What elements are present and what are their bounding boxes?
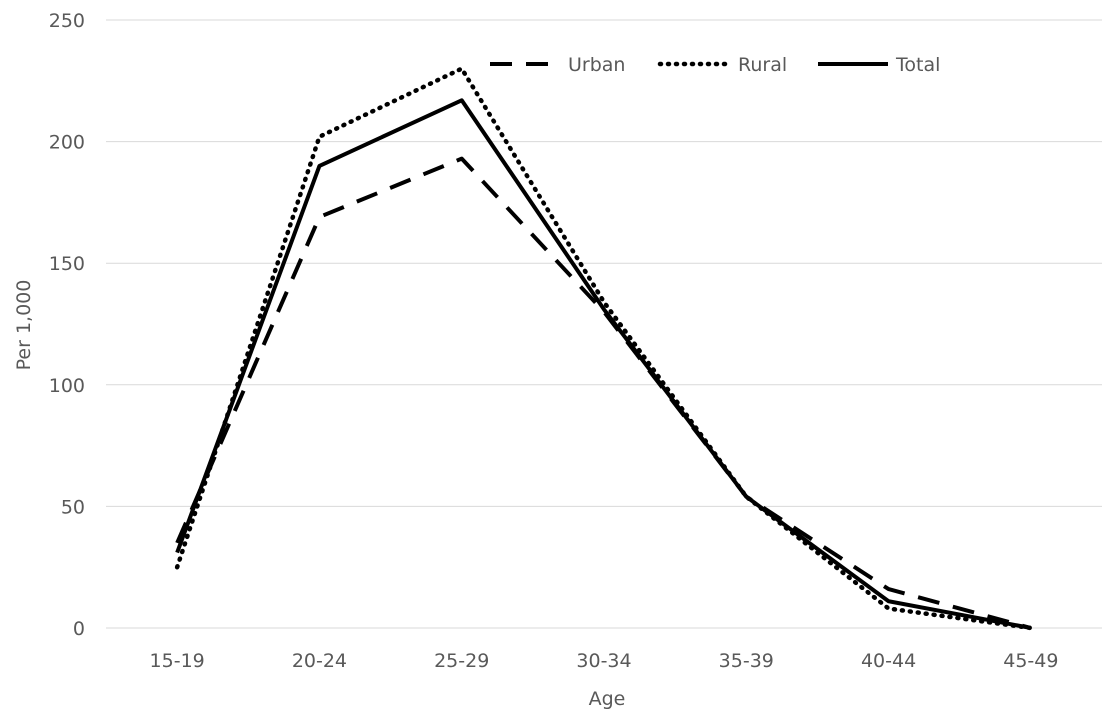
legend-label-total: Total bbox=[895, 54, 940, 76]
x-tick-label-20-24: 20-24 bbox=[292, 650, 347, 672]
y-axis-ticks: 0 50 100 150 200 250 bbox=[49, 10, 85, 640]
y-tick-label-50: 50 bbox=[61, 496, 85, 518]
x-tick-label-30-34: 30-34 bbox=[576, 650, 631, 672]
legend-label-urban: Urban bbox=[568, 54, 625, 76]
x-tick-label-45-49: 45-49 bbox=[1003, 650, 1058, 672]
x-tick-label-25-29: 25-29 bbox=[434, 650, 489, 672]
x-axis-label: Age bbox=[589, 688, 626, 710]
y-tick-label-100: 100 bbox=[49, 375, 85, 397]
series-line-rural bbox=[174, 66, 1034, 631]
legend: Urban Rural Total bbox=[490, 54, 940, 76]
x-tick-label-15-19: 15-19 bbox=[150, 650, 205, 672]
x-axis-ticks: 15-19 20-24 25-29 30-34 35-39 40-44 45-49 bbox=[150, 650, 1059, 672]
x-tick-label-40-44: 40-44 bbox=[861, 650, 916, 672]
gridlines bbox=[106, 19, 1102, 629]
y-tick-label-200: 200 bbox=[49, 132, 85, 154]
y-axis-label: Per 1,000 bbox=[13, 280, 35, 371]
y-tick-label-250: 250 bbox=[49, 10, 85, 32]
y-tick-label-0: 0 bbox=[73, 618, 85, 640]
series-line-urban bbox=[175, 156, 1032, 630]
legend-label-rural: Rural bbox=[738, 54, 787, 76]
x-tick-label-35-39: 35-39 bbox=[719, 650, 774, 672]
series-lines bbox=[174, 66, 1034, 631]
y-tick-label-150: 150 bbox=[49, 253, 85, 275]
